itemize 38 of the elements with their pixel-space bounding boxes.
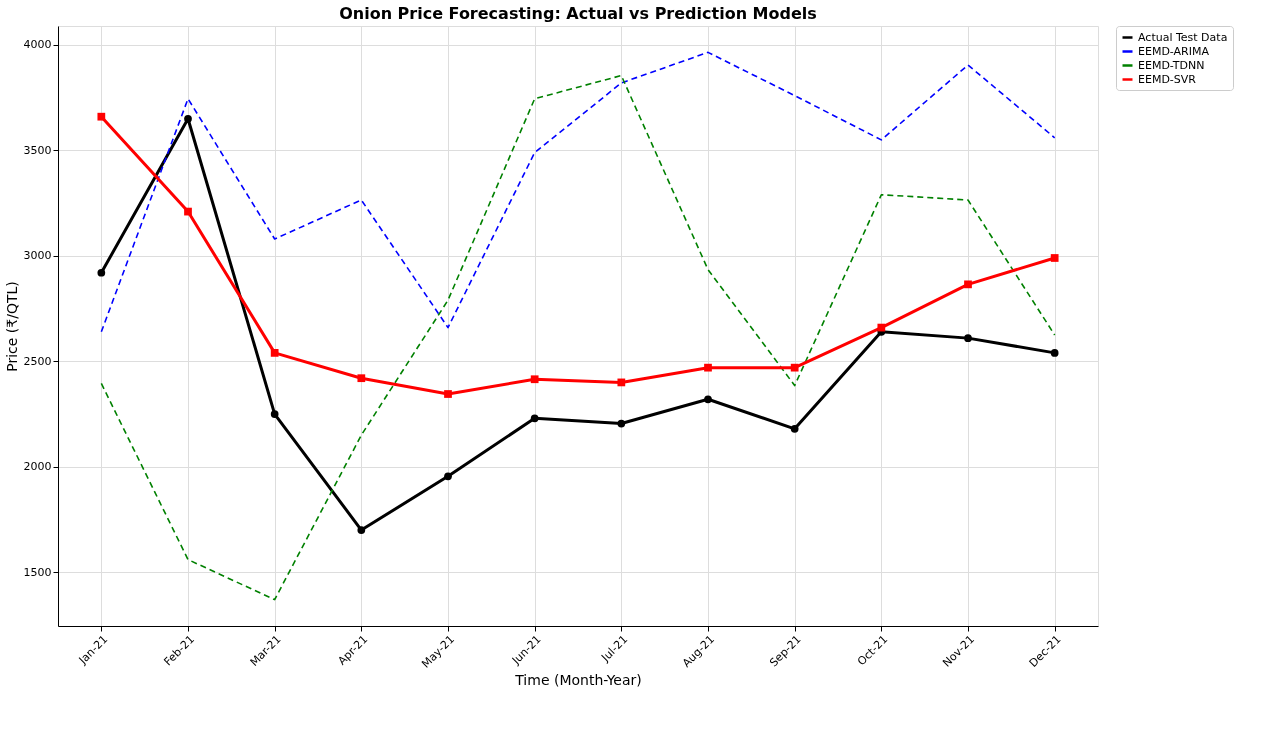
point <box>270 410 279 418</box>
x-axis-title: Time (Month-Year) <box>514 671 642 688</box>
point <box>97 268 106 277</box>
chart-title: Onion Price Forecasting: Actual vs Prediction Models <box>339 3 817 23</box>
y-axis-title: Price (₹/QTL) <box>3 281 20 372</box>
point <box>617 378 626 387</box>
legend-label: EEMD-TDNN <box>1138 58 1205 72</box>
point <box>704 363 712 372</box>
y-tick-label: 2000 <box>23 460 52 474</box>
y-tick-label: 3000 <box>23 249 52 263</box>
legend-label: EEMD-ARIMA <box>1138 44 1210 58</box>
point <box>1050 349 1059 357</box>
line-series <box>100 74 1056 601</box>
legend-label: Actual Test Data <box>1138 30 1228 44</box>
y-tick-label: 3500 <box>23 143 52 157</box>
point <box>790 424 799 433</box>
point <box>530 375 539 384</box>
y-tick-label: 1500 <box>23 565 52 579</box>
point <box>184 207 192 216</box>
point <box>184 114 192 123</box>
point <box>444 472 452 481</box>
point <box>1050 254 1059 262</box>
point <box>357 526 366 534</box>
point <box>964 280 972 289</box>
legend-label: EEMD-SVR <box>1138 72 1197 86</box>
point <box>444 390 452 398</box>
y-tick-label: 2500 <box>23 354 52 368</box>
point <box>790 363 799 372</box>
line-series <box>100 51 1056 333</box>
point <box>270 349 279 357</box>
point <box>530 414 539 423</box>
point <box>704 395 712 404</box>
point <box>617 419 626 428</box>
point <box>964 334 972 342</box>
point <box>357 374 366 383</box>
point <box>97 112 106 121</box>
y-tick-label: 4000 <box>23 38 52 52</box>
point <box>877 323 886 332</box>
